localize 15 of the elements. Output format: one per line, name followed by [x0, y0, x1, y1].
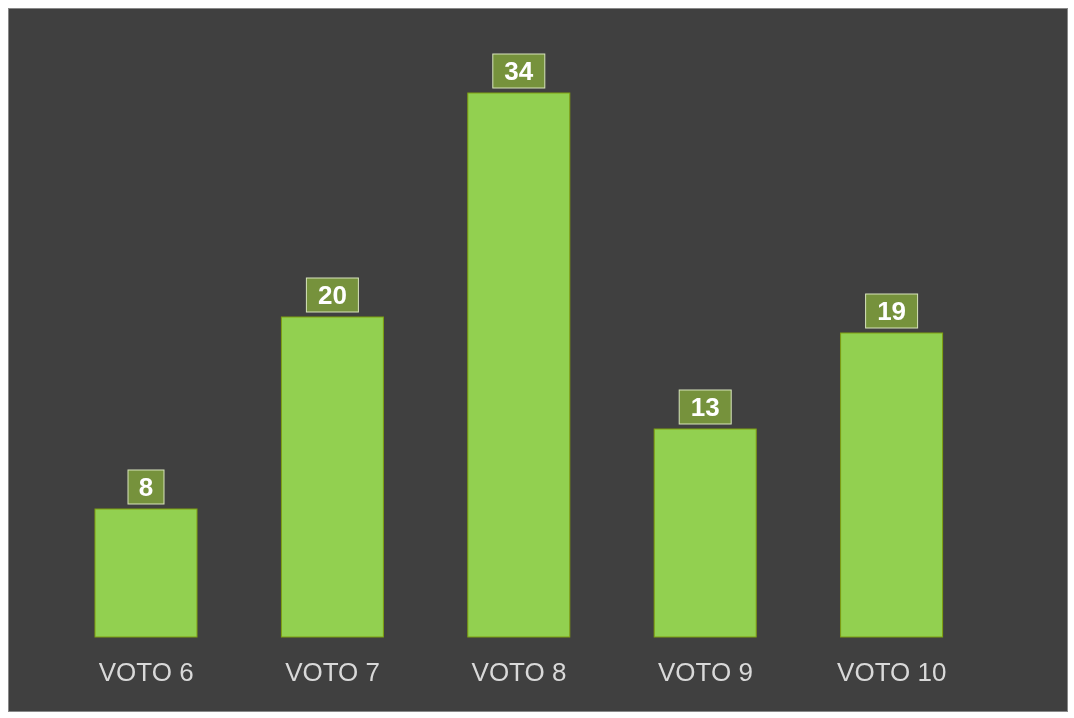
data-label: 34 — [504, 56, 534, 86]
bar — [840, 332, 944, 638]
bar — [467, 92, 571, 638]
x-tick-label: VOTO 6 — [98, 657, 194, 688]
x-tick-label: VOTO 7 — [285, 657, 381, 688]
bar — [280, 316, 384, 638]
bar — [94, 508, 198, 638]
x-tick-label: VOTO 10 — [837, 657, 947, 688]
x-tick-label: VOTO 9 — [657, 657, 753, 688]
bar — [653, 428, 757, 638]
data-label: 19 — [877, 296, 907, 326]
x-tick-label: VOTO 8 — [471, 657, 567, 688]
data-label: 13 — [690, 392, 720, 422]
data-label: 20 — [317, 280, 347, 310]
data-label: 8 — [138, 472, 154, 502]
